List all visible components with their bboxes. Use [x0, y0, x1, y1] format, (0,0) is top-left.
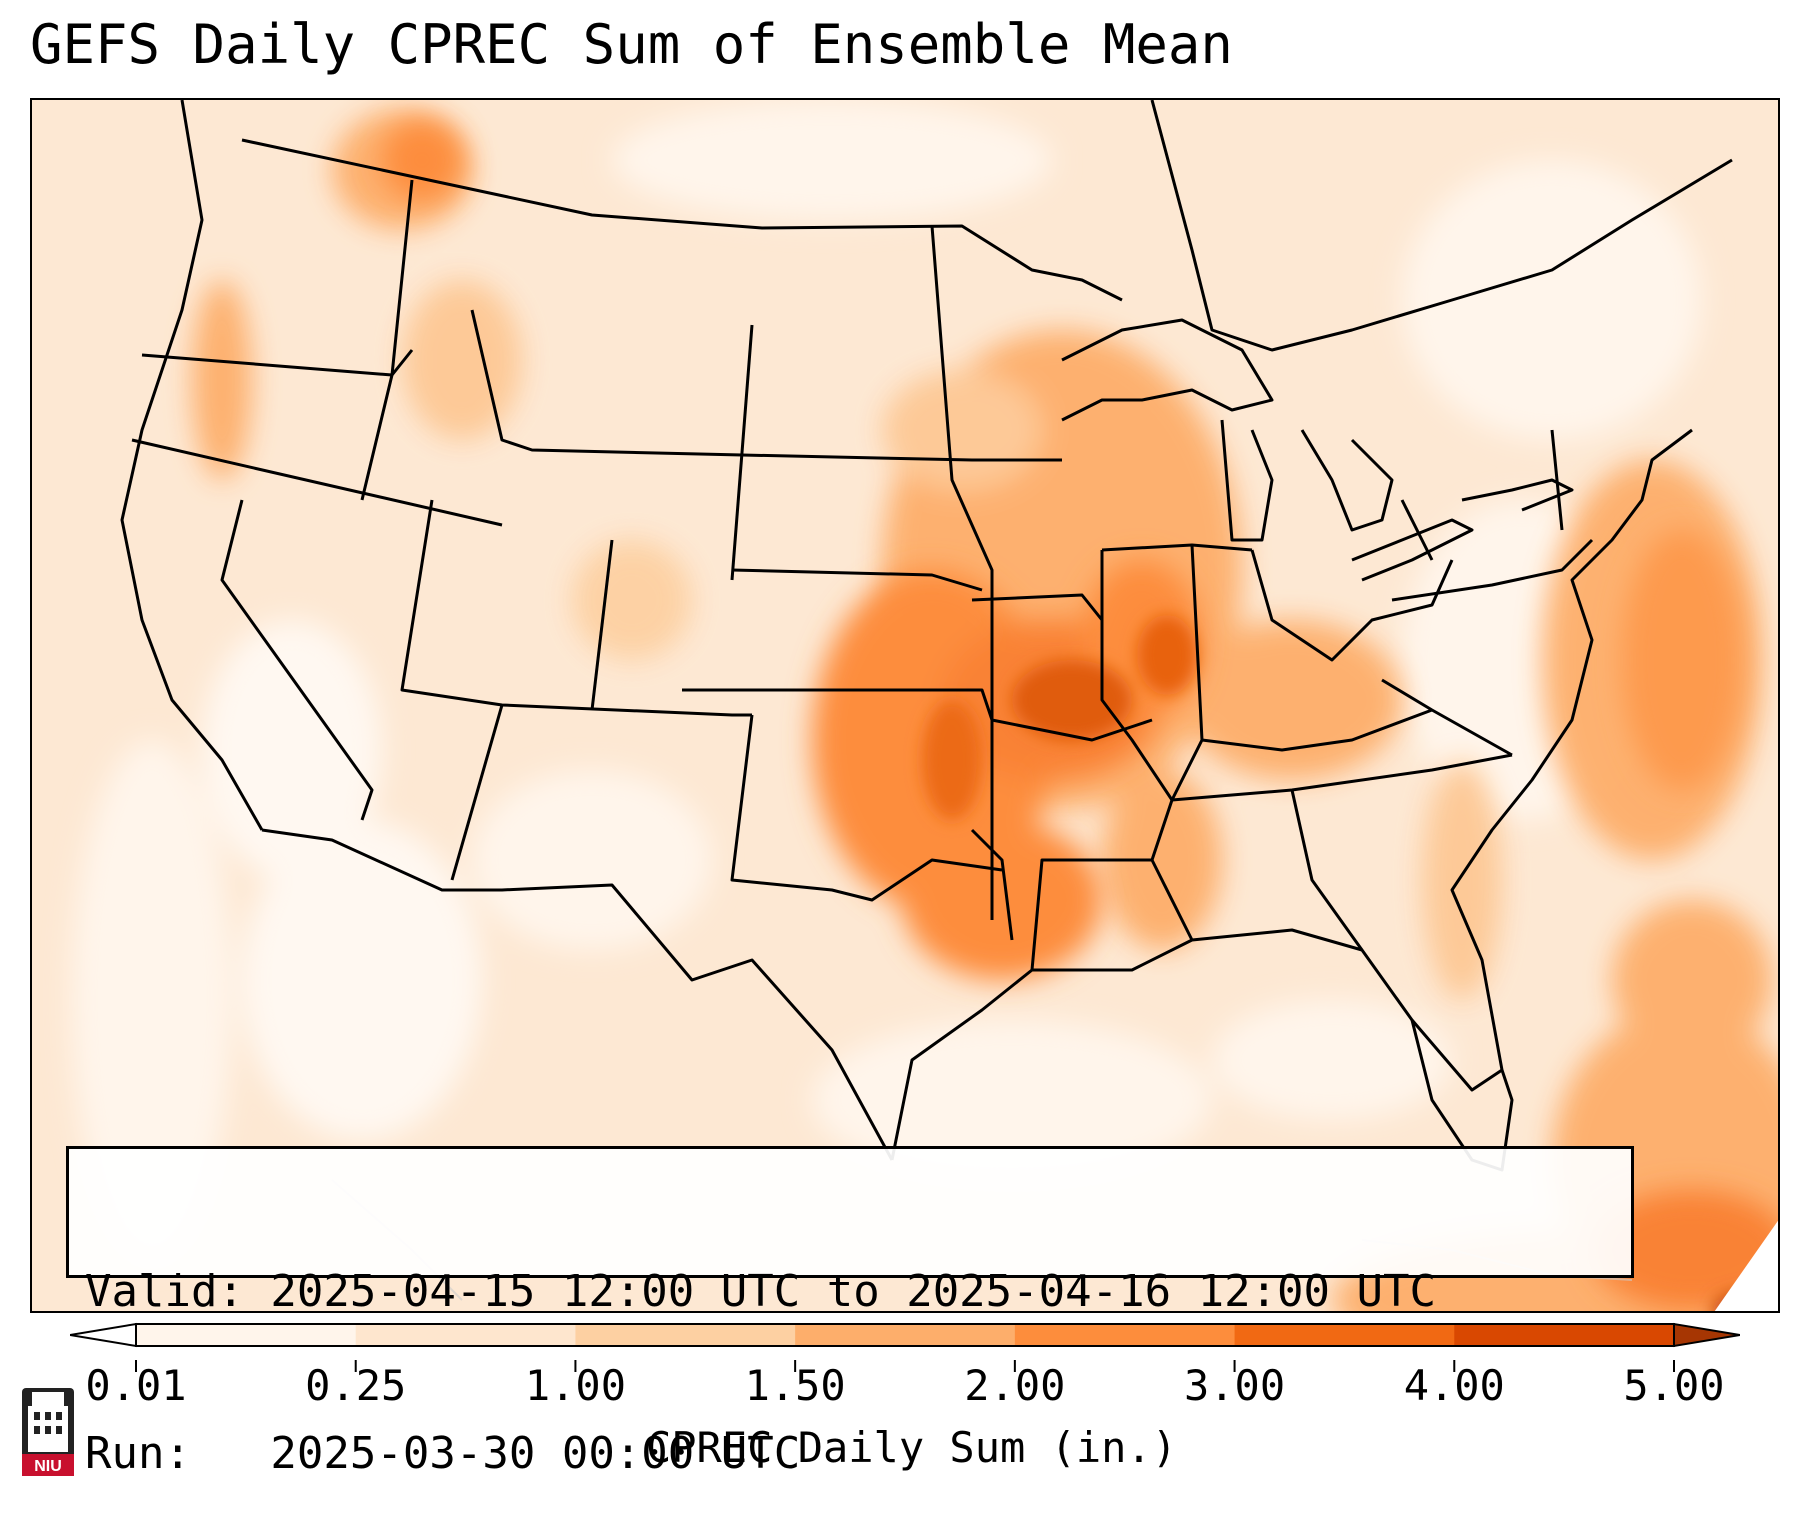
colorbar-segment [575, 1324, 796, 1346]
colorbar-label: CPREC Daily Sum (in.) [645, 1423, 1177, 1472]
colorbar-segment [1234, 1324, 1455, 1346]
map-canvas [32, 100, 1778, 1311]
university-building-icon: NIU [22, 1388, 74, 1476]
colorbar-segment [1454, 1324, 1675, 1346]
map-title: GEFS Daily CPREC Sum of Ensemble Mean [30, 13, 1233, 76]
colorbar-ticks [135, 1360, 1675, 1372]
colorbar-segment [136, 1324, 357, 1346]
colorbar-segment [1014, 1324, 1236, 1346]
domain-edge [1714, 1220, 1778, 1311]
colorbar-tick-label: 0.01 [85, 1361, 187, 1410]
logo-text: NIU [34, 1458, 62, 1475]
precipitation-map [30, 98, 1780, 1313]
colorbar-tick-label: 5.00 [1623, 1361, 1725, 1410]
colorbar-tick-label: 2.00 [964, 1361, 1066, 1410]
colorbar-tick-label: 1.00 [524, 1361, 626, 1410]
colorbar-tick-label: 1.50 [744, 1361, 846, 1410]
colorbar-tick-label: 3.00 [1183, 1361, 1286, 1410]
valid-run-info-box: Valid: 2025-04-15 12:00 UTC to 2025-04-1… [66, 1146, 1634, 1479]
colorbar-min-arrow [70, 1322, 137, 1348]
colorbar [70, 1322, 1740, 1348]
colorbar-segment [355, 1324, 576, 1346]
valid-time-text: Valid: 2025-04-15 12:00 UTC to 2025-04-1… [85, 1266, 1437, 1317]
colorbar-tick-label: 4.00 [1403, 1361, 1505, 1410]
run-time-text: Run: 2025-03-30 00:00 UTC [85, 1428, 801, 1479]
colorbar-tick-label: 0.25 [305, 1361, 407, 1410]
colorbar-outline [135, 1323, 1675, 1347]
colorbar-segment [795, 1324, 1016, 1346]
colorbar-max-arrow [1673, 1322, 1740, 1348]
state-borders [120, 100, 1733, 1172]
